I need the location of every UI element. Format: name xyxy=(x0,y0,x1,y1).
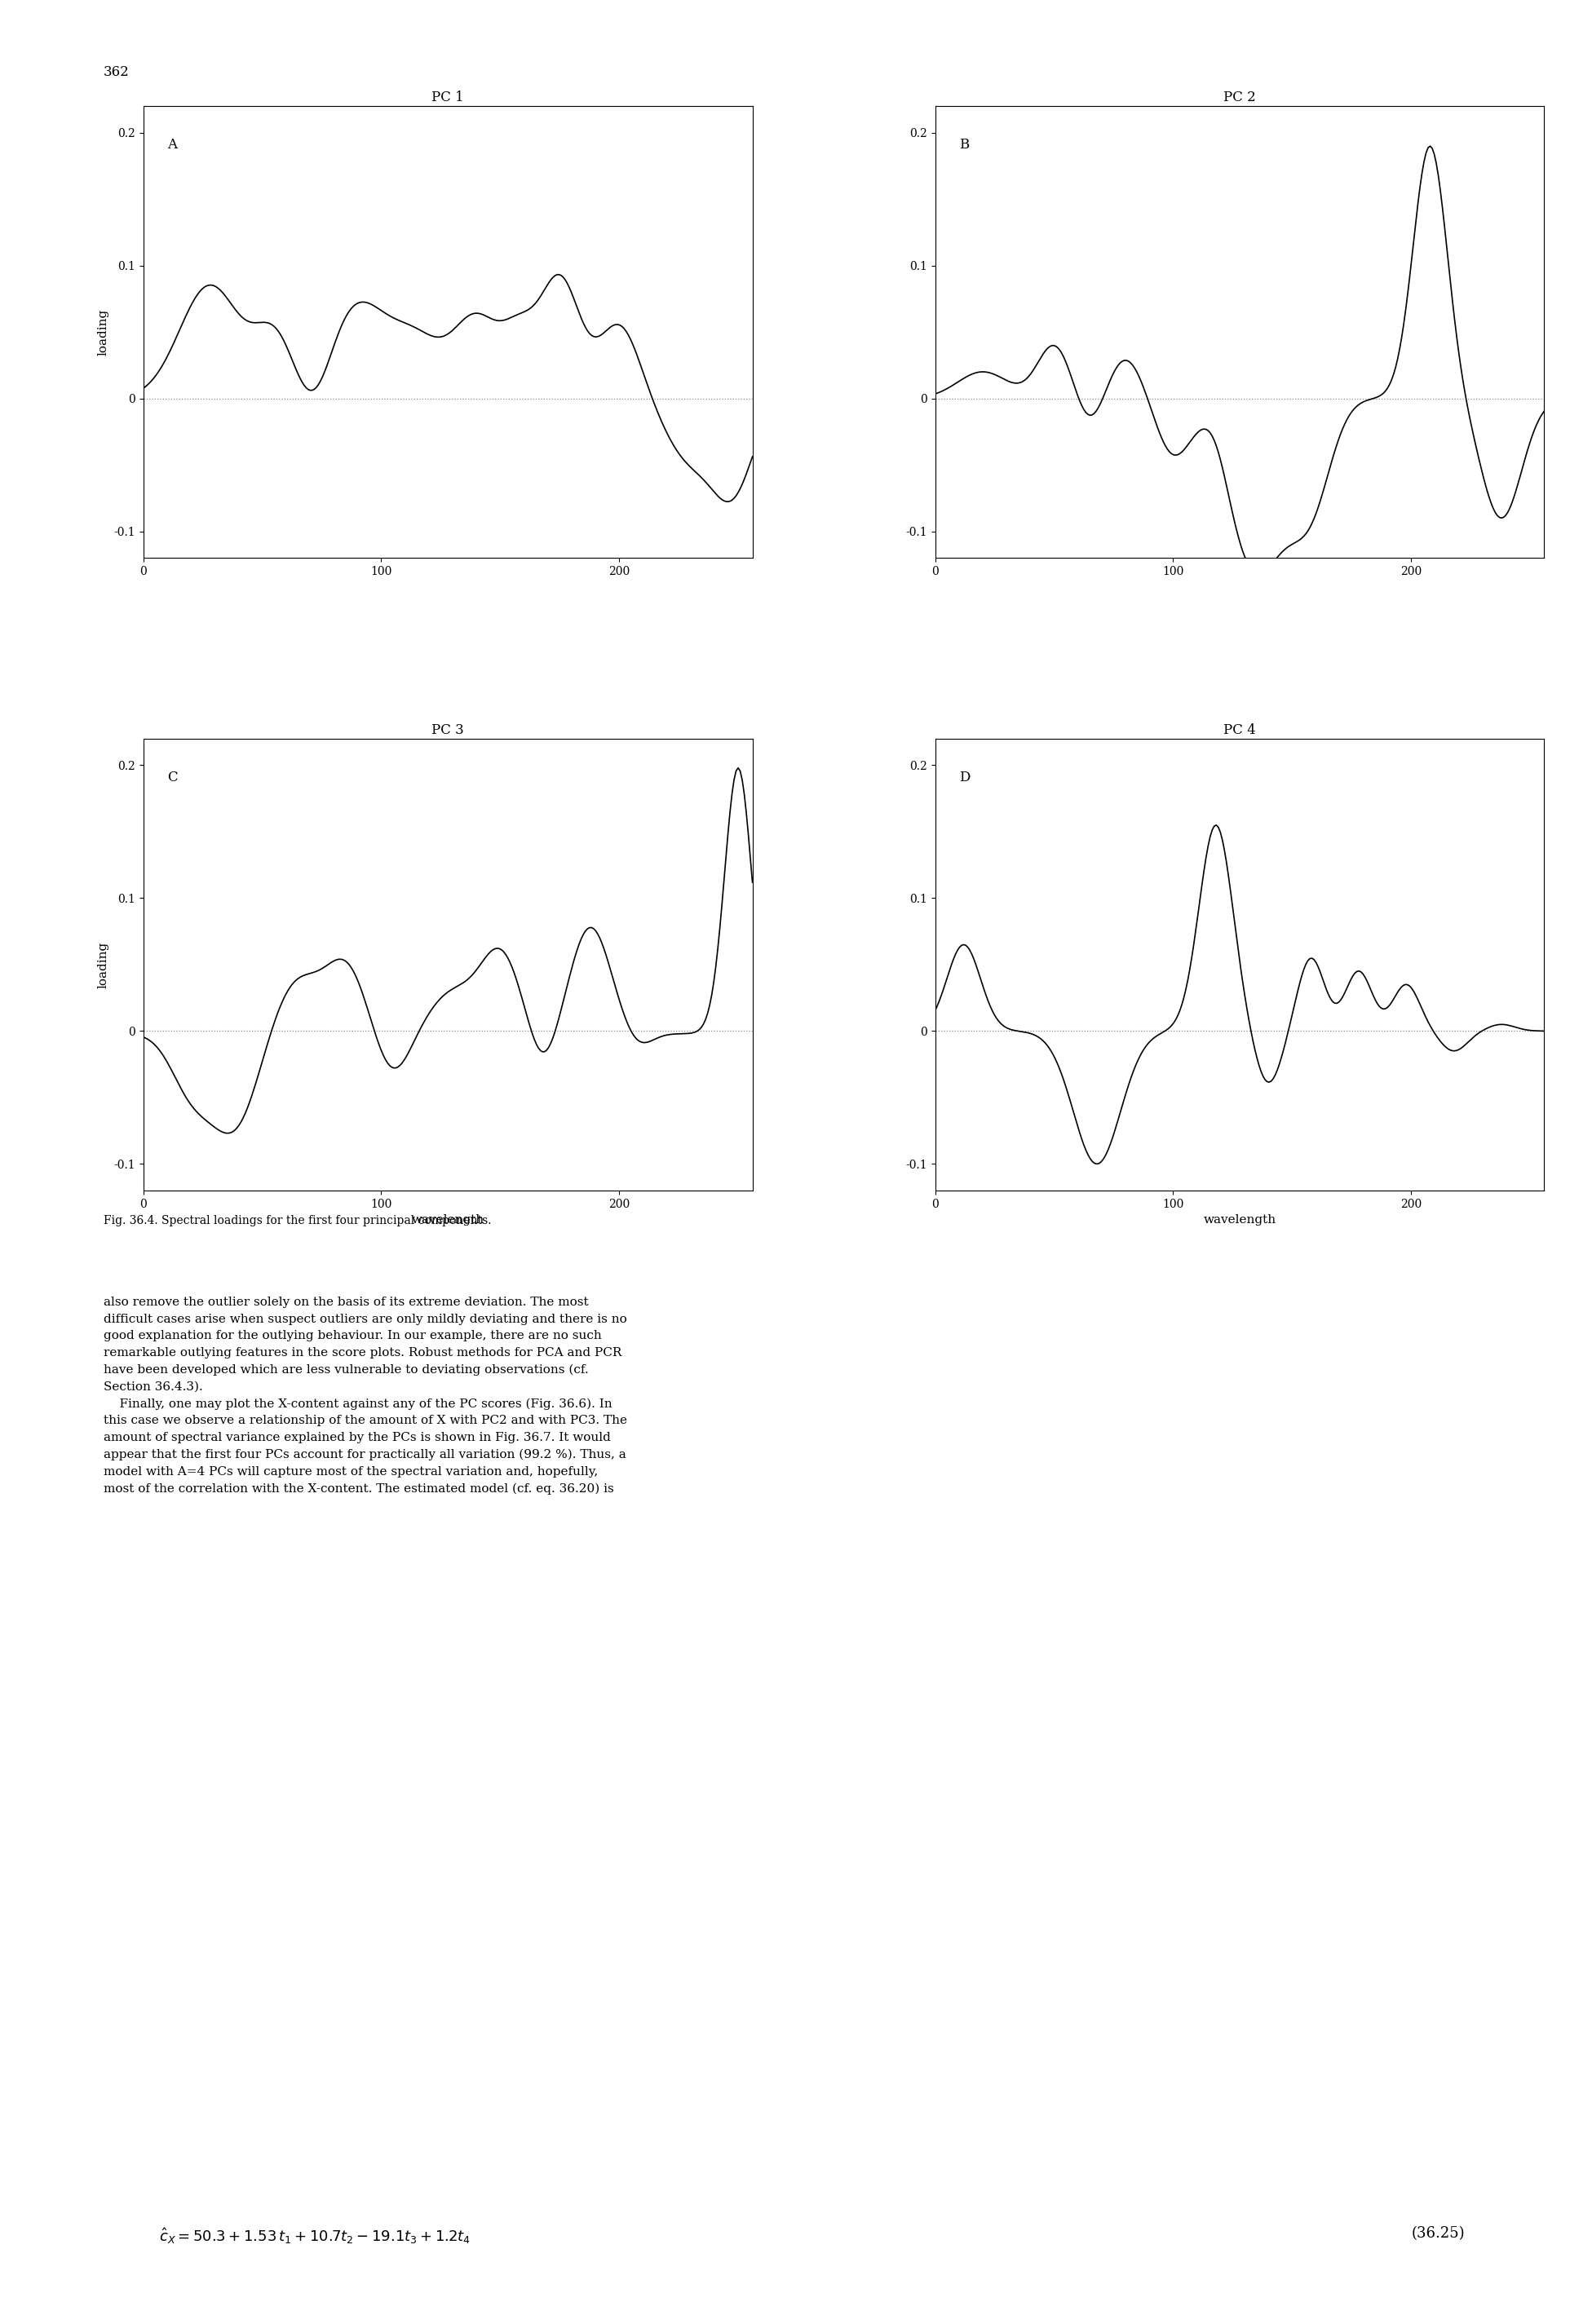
Y-axis label: loading: loading xyxy=(97,309,110,356)
Text: also remove the outlier solely on the basis of its extreme deviation. The most
d: also remove the outlier solely on the ba… xyxy=(103,1297,627,1494)
Y-axis label: loading: loading xyxy=(97,941,110,988)
Title: PC 2: PC 2 xyxy=(1224,91,1256,105)
Text: C: C xyxy=(167,769,178,783)
Title: PC 4: PC 4 xyxy=(1224,723,1256,737)
Text: B: B xyxy=(960,137,970,151)
Title: PC 1: PC 1 xyxy=(431,91,463,105)
Text: $\hat{c}_X = 50.3 + 1.53\,t_1 + 10.7t_2 - 19.1t_3 + 1.2t_4$: $\hat{c}_X = 50.3 + 1.53\,t_1 + 10.7t_2 … xyxy=(159,2226,471,2245)
Text: (36.25): (36.25) xyxy=(1411,2226,1465,2240)
Text: Fig. 36.4. Spectral loadings for the first four principal components.: Fig. 36.4. Spectral loadings for the fir… xyxy=(103,1215,492,1227)
Text: 362: 362 xyxy=(103,65,129,79)
Title: PC 3: PC 3 xyxy=(431,723,463,737)
X-axis label: wavelength: wavelength xyxy=(411,1215,484,1225)
Text: D: D xyxy=(960,769,971,783)
Text: A: A xyxy=(167,137,177,151)
X-axis label: wavelength: wavelength xyxy=(1204,1215,1277,1225)
